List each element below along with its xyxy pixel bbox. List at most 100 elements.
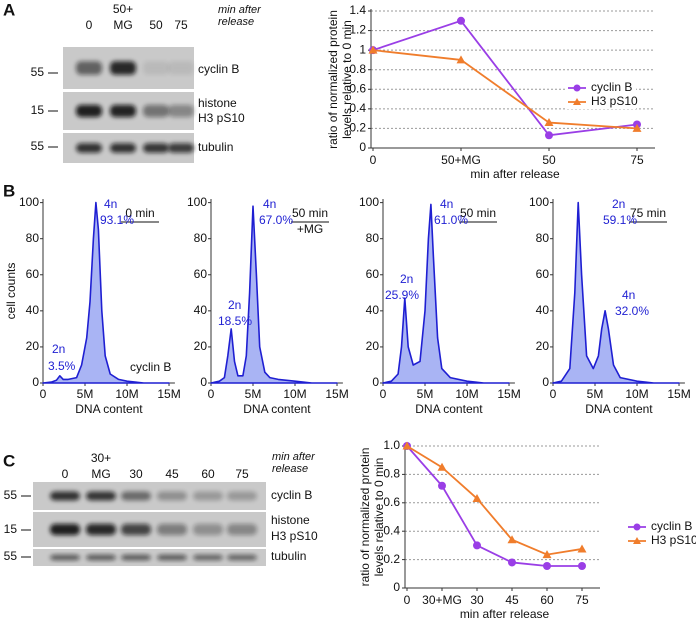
x-tick-label: 5M xyxy=(245,387,262,401)
blot-band xyxy=(168,104,194,118)
band-label: H3 pS10 xyxy=(271,529,318,543)
histogram-area xyxy=(42,201,170,384)
x-tick-label: 30+MG xyxy=(422,593,462,607)
sample-label: 50 min xyxy=(460,206,496,220)
peak-percent: 93.1% xyxy=(100,213,134,227)
blot-band xyxy=(227,523,257,536)
blot-strip xyxy=(33,549,266,566)
y-tick-label: 0.6 xyxy=(383,495,400,509)
y-tick-label: 80 xyxy=(26,231,40,245)
blot-band xyxy=(50,554,80,561)
x-tick-label: 60 xyxy=(540,593,554,607)
y-tick-label: 80 xyxy=(194,231,208,245)
x-tick-label: 15M xyxy=(325,387,348,401)
lane-label: 50 xyxy=(149,18,163,32)
blot-band xyxy=(110,61,136,75)
y-tick-label: 20 xyxy=(536,339,550,353)
legend-background xyxy=(626,520,696,534)
peak-label: 2n xyxy=(400,272,413,286)
band-label: tubulin xyxy=(271,549,306,563)
peak-label: 2n xyxy=(228,298,241,312)
y-tick-label: 0 xyxy=(542,375,549,389)
y-tick-label: 80 xyxy=(366,231,380,245)
data-point xyxy=(472,494,482,503)
blot-strip xyxy=(33,482,266,510)
legend-marker xyxy=(573,84,581,92)
blot-band xyxy=(110,104,136,118)
peak-percent: 61.0% xyxy=(434,213,468,227)
y-tick-label: 0.8 xyxy=(349,62,366,76)
panel-label: A xyxy=(3,0,15,19)
x-tick-label: 10M xyxy=(455,387,478,401)
blot-band xyxy=(76,143,102,153)
x-tick-label: 50 xyxy=(542,153,556,167)
y-tick-label: 0 xyxy=(200,375,207,389)
y-tick-label: 20 xyxy=(26,339,40,353)
legend-entry: H3 pS10 xyxy=(566,94,638,109)
legend-label: H3 pS10 xyxy=(651,533,696,547)
x-axis-label: min after release xyxy=(470,167,560,181)
sample-label: 75 min xyxy=(630,206,666,220)
y-tick-label: 20 xyxy=(366,339,380,353)
y-tick-label: 100 xyxy=(359,195,379,209)
marker-label: 15 xyxy=(31,103,45,117)
y-tick-label: 0 xyxy=(32,375,39,389)
blot-band xyxy=(50,491,80,501)
legend-background xyxy=(566,81,636,95)
legend-background xyxy=(626,534,696,548)
legend-background xyxy=(566,95,636,109)
sample-label: 0 min xyxy=(125,206,154,220)
peak-percent: 18.5% xyxy=(218,314,252,328)
peak-label: 4n xyxy=(440,197,453,211)
peak-percent: 67.0% xyxy=(259,213,293,227)
blot-band xyxy=(157,491,187,501)
legend-marker xyxy=(573,98,581,105)
y-tick-label: 40 xyxy=(26,303,40,317)
band-label: cyclin B xyxy=(198,62,239,76)
y-tick-label: 0.8 xyxy=(383,467,400,481)
lane-label: MG xyxy=(91,467,110,481)
peak-label: 4n xyxy=(104,197,117,211)
x-tick-label: 0 xyxy=(404,593,411,607)
blot-strip xyxy=(63,47,194,89)
x-tick-label: 15M xyxy=(497,387,520,401)
y-tick-label: 60 xyxy=(536,267,550,281)
x-tick-label: 5M xyxy=(417,387,434,401)
blot-band xyxy=(76,61,102,75)
data-point xyxy=(632,123,642,132)
marker-label: 15 xyxy=(4,522,18,536)
legend-label: cyclin B xyxy=(651,519,692,533)
y-axis-label: ratio of normalized protein xyxy=(326,10,340,149)
lane-note: release xyxy=(218,16,254,28)
blot-band xyxy=(157,523,187,536)
lane-label: 30 xyxy=(129,467,143,481)
x-tick-label: 30 xyxy=(470,593,484,607)
blot-band xyxy=(193,523,223,536)
y-tick-label: 20 xyxy=(194,339,208,353)
y-tick-label: 60 xyxy=(366,267,380,281)
blot-band xyxy=(86,491,116,501)
x-axis-label: DNA content xyxy=(585,402,653,416)
data-point xyxy=(577,544,587,553)
histogram-area xyxy=(210,205,338,384)
blot-band xyxy=(143,61,169,75)
data-point xyxy=(457,16,465,25)
blot-band xyxy=(76,104,102,118)
blot-band xyxy=(227,491,257,501)
marker-label: 55 xyxy=(31,65,45,79)
y-tick-label: 60 xyxy=(26,267,40,281)
blot-strip xyxy=(63,92,194,130)
blot-band xyxy=(157,554,187,561)
lane-label: MG xyxy=(113,18,132,32)
x-tick-label: 75 xyxy=(630,153,644,167)
x-axis-label: DNA content xyxy=(243,402,311,416)
legend-marker xyxy=(633,537,641,544)
data-point xyxy=(543,561,551,570)
y-tick-label: 60 xyxy=(194,267,208,281)
histogram-area xyxy=(382,203,510,384)
y-tick-label: 0 xyxy=(372,375,379,389)
histogram-area xyxy=(552,201,680,384)
y-tick-label: 1.2 xyxy=(349,23,366,37)
data-point xyxy=(544,118,554,127)
x-tick-label: 10M xyxy=(115,387,138,401)
